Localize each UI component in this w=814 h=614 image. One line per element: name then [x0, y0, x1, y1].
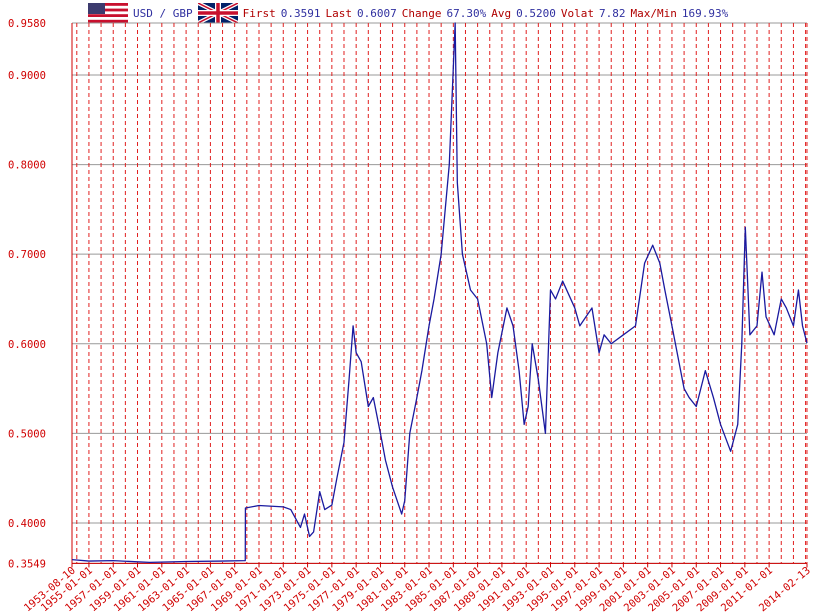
- y-tick-label: 0.8000: [8, 160, 46, 172]
- y-tick-label: 0.4000: [8, 518, 46, 530]
- header: USD / GBP First 0.3591 Last 0.6007 Change 67.…: [88, 2, 728, 24]
- data-line: [71, 22, 808, 564]
- stat-value: 67.30%: [446, 6, 487, 20]
- stat-label: First: [242, 6, 276, 20]
- y-tick-label: 0.9580: [8, 18, 46, 30]
- pair-title: USD / GBP: [133, 6, 193, 20]
- stat-value: 0.5200: [516, 6, 556, 20]
- y-tick-label: 0.9000: [8, 70, 46, 82]
- stat-label: Avg: [491, 6, 512, 20]
- stat-value: 0.3591: [280, 6, 321, 20]
- stats: First 0.3591 Last 0.6007 Change 67.30% Avg 0.52…: [243, 7, 729, 20]
- y-tick-label: 0.5000: [8, 428, 46, 440]
- stat-label: Volat: [560, 6, 594, 20]
- stat-value: 7.82: [598, 6, 626, 20]
- stat-value: 169.93%: [681, 6, 729, 20]
- uk-flag: [197, 3, 238, 23]
- us-flag: [88, 3, 128, 23]
- stat-label: Last: [325, 6, 352, 20]
- y-tick-label: 0.6000: [8, 339, 46, 351]
- y-tick-label: 0.3549: [8, 558, 46, 570]
- stat-label: Change: [401, 6, 442, 20]
- stat-value: 0.6007: [356, 6, 397, 20]
- y-tick-label: 0.7000: [8, 249, 46, 261]
- stat-label: Max/Min: [630, 6, 677, 20]
